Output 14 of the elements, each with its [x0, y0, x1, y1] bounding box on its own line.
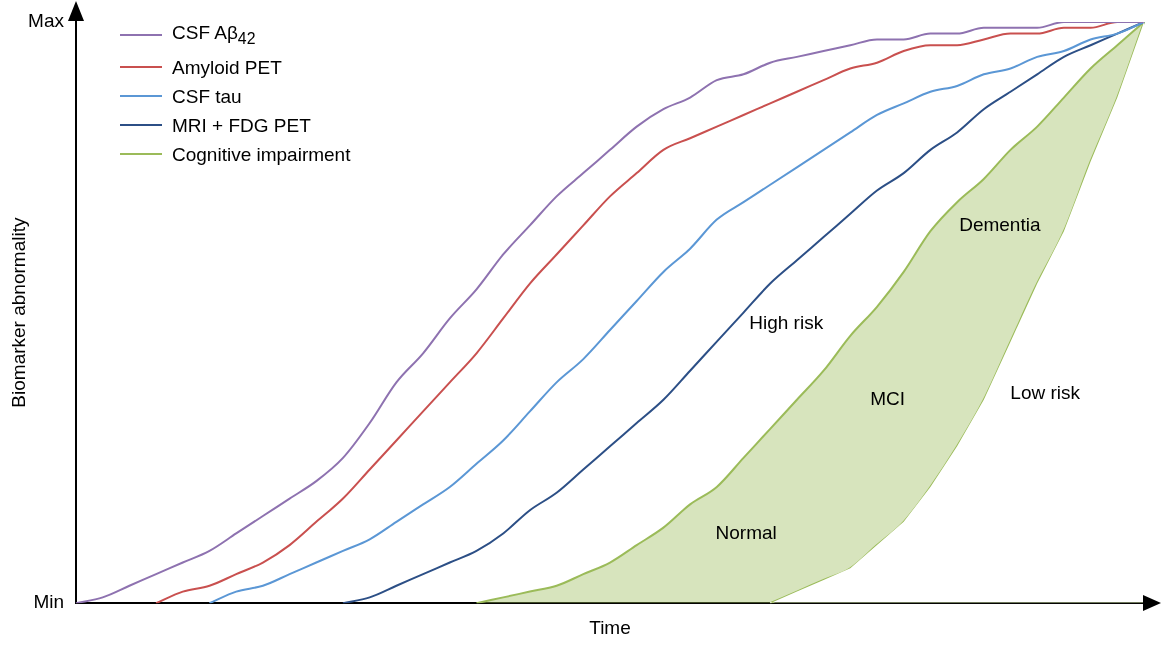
text: Max	[28, 10, 65, 32]
text: Min	[33, 591, 64, 613]
annotation: High risk	[749, 312, 824, 334]
annotation: Dementia	[959, 213, 1041, 235]
legend-label: Amyloid PET	[172, 55, 282, 80]
legend-label: CSF tau	[172, 84, 242, 109]
legend-label: MRI + FDG PET	[172, 113, 311, 138]
legend-label: Cognitive impairment	[172, 142, 351, 167]
legend-label: CSF Aβ$_{42}$	[172, 21, 256, 49]
y-axis-title: Biomarker abnormality	[7, 217, 29, 408]
x-axis-title: Time	[589, 616, 631, 638]
annotation: MCI	[870, 388, 906, 410]
annotation: Normal	[715, 521, 777, 543]
annotation: Low risk	[1010, 382, 1081, 404]
